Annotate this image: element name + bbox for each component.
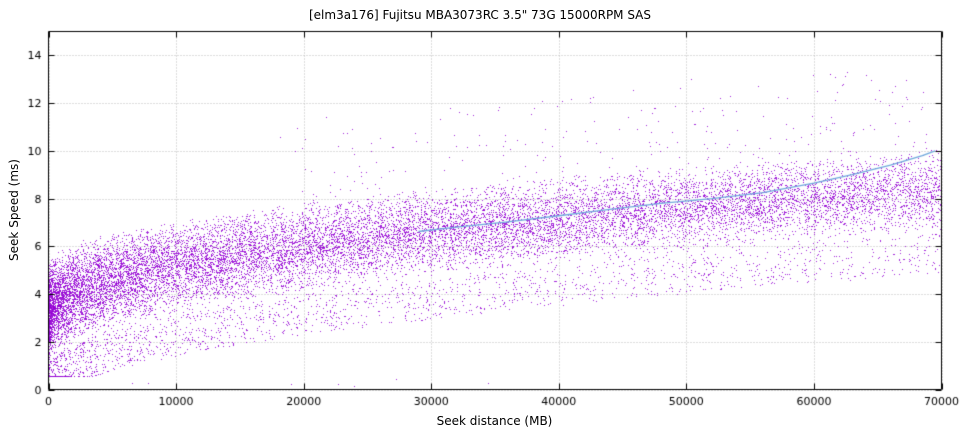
seek-speed-chart: [elm3a176] Fujitsu MBA3073RC 3.5" 73G 15… (0, 0, 960, 432)
plot-canvas (0, 0, 960, 432)
